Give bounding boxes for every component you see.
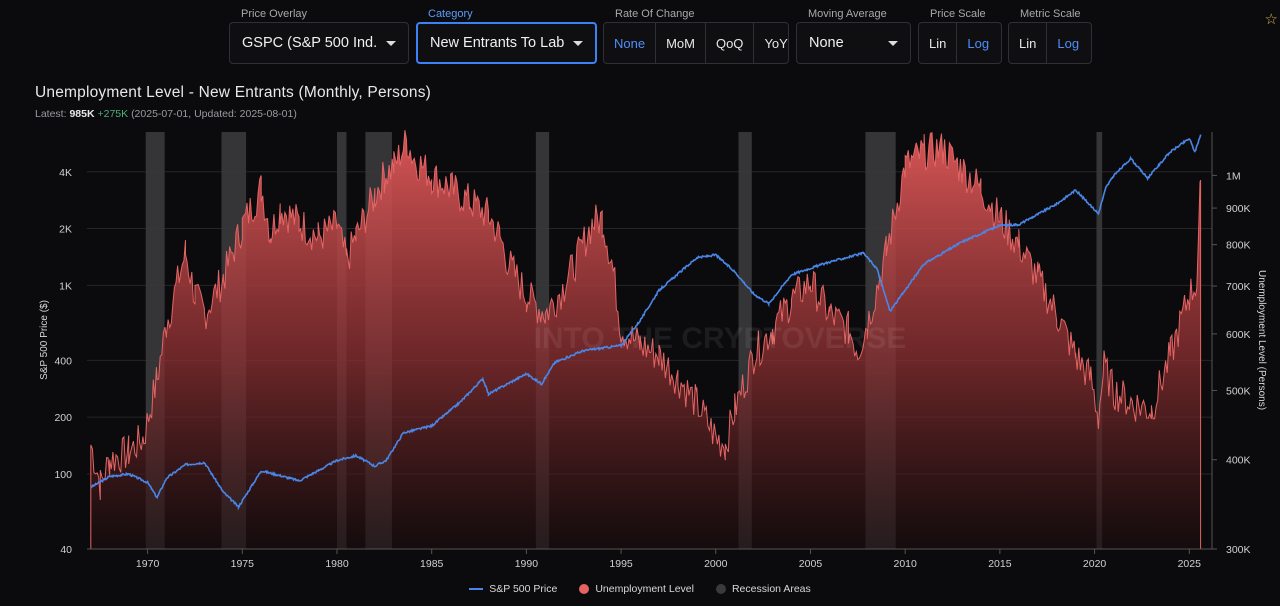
- legend-label: Unemployment Level: [595, 583, 694, 595]
- chart-title: Unemployment Level - New Entrants (Month…: [35, 84, 432, 101]
- dot-swatch-icon: [715, 584, 726, 594]
- dot-swatch-icon: [579, 584, 590, 594]
- price-scale-log[interactable]: Log: [967, 35, 990, 51]
- price-overlay-value: GSPC (S&P 500 Ind...: [242, 35, 378, 51]
- metric-scale-log[interactable]: Log: [1057, 35, 1080, 51]
- y-right-tick-label: 900K: [1226, 203, 1251, 215]
- chevron-down-icon: [888, 40, 898, 46]
- price-scale-lin[interactable]: Lin: [919, 23, 958, 63]
- star-icon[interactable]: ☆: [1264, 11, 1278, 28]
- y-right-tick-label: 300K: [1226, 544, 1251, 556]
- category-control: Category New Entrants To Labo: [416, 7, 597, 64]
- y-right-tick-label: 500K: [1226, 385, 1251, 397]
- y-left-tick-label: 400: [54, 355, 72, 367]
- line-swatch-icon: [469, 588, 484, 590]
- legend-item-unemployment[interactable]: Unemployment Level: [579, 583, 694, 595]
- recession-band: [1096, 132, 1103, 549]
- price-overlay-select[interactable]: GSPC (S&P 500 Ind...: [229, 22, 409, 64]
- x-tick-label: 2025: [1178, 558, 1202, 570]
- y-left-tick-label: 2K: [59, 224, 72, 236]
- latest-meta: (2025-07-01, Updated: 2025-08-01): [131, 108, 297, 120]
- sp500-line: [90, 134, 1202, 511]
- legend: S&P 500 Price Unemployment Level Recessi…: [0, 583, 1280, 595]
- metric-scale-control: Metric Scale Lin Log: [1008, 7, 1092, 64]
- unemployment-area: [90, 130, 1202, 550]
- y-left-axis-label: S&P 500 Price ($): [39, 300, 50, 380]
- axes: 40 100 200 400 1K 2K 4K 300K 400K 500K 600K 700K 800…: [54, 132, 1251, 570]
- category-label: Category: [428, 8, 473, 20]
- price-scale-label: Price Scale: [930, 8, 986, 20]
- y-right-axis-label: Unemployment Level (Persons): [1256, 270, 1267, 410]
- chevron-down-icon: [386, 40, 396, 46]
- x-tick-label: 1985: [420, 558, 444, 570]
- rate-of-change-label: Rate Of Change: [615, 8, 695, 20]
- unemployment-area-path: [90, 130, 1202, 550]
- y-right-tick-label: 400K: [1226, 455, 1251, 467]
- metric-scale-group: Lin Log: [1008, 22, 1092, 64]
- legend-label: S&P 500 Price: [489, 583, 558, 595]
- roc-option-qoq[interactable]: QoQ: [706, 23, 755, 63]
- category-select[interactable]: New Entrants To Labo: [416, 22, 597, 64]
- y-right-tick-label: 1M: [1226, 170, 1241, 182]
- y-left-tick-label: 1K: [59, 280, 72, 292]
- price-overlay-label: Price Overlay: [241, 8, 308, 20]
- chevron-down-icon: [573, 40, 583, 46]
- x-tick-label: 1995: [609, 558, 633, 570]
- moving-average-select[interactable]: None: [796, 22, 911, 64]
- price-scale-group: Lin Log: [918, 22, 1002, 64]
- legend-label: Recession Areas: [731, 583, 811, 595]
- moving-average-value: None: [809, 35, 844, 51]
- roc-option-none[interactable]: None: [604, 23, 657, 63]
- x-tick-label: 1970: [136, 558, 160, 570]
- x-tick-label: 2010: [894, 558, 918, 570]
- price-scale-control: Price Scale Lin Log: [918, 7, 1002, 64]
- legend-item-recession[interactable]: Recession Areas: [715, 583, 811, 595]
- legend-item-price[interactable]: S&P 500 Price: [469, 583, 557, 595]
- moving-average-label: Moving Average: [808, 8, 887, 20]
- sp500-line-path: [90, 134, 1202, 511]
- price-overlay-control: Price Overlay GSPC (S&P 500 Ind...: [229, 7, 409, 64]
- latest-info: Latest: 985K +275K (2025-07-01, Updated:…: [35, 108, 297, 120]
- x-tick-label: 2000: [704, 558, 728, 570]
- rate-of-change-control: Rate Of Change None MoM QoQ YoY: [603, 7, 789, 64]
- rate-of-change-group: None MoM QoQ YoY: [603, 22, 789, 64]
- category-value: New Entrants To Labo: [430, 35, 565, 51]
- moving-average-control: Moving Average None: [796, 7, 911, 64]
- y-right-tick-label: 800K: [1226, 240, 1251, 252]
- x-tick-label: 1975: [231, 558, 255, 570]
- x-tick-label: 2015: [988, 558, 1012, 570]
- x-tick-label: 2020: [1083, 558, 1107, 570]
- y-left-tick-label: 40: [60, 544, 72, 556]
- x-tick-label: 1980: [325, 558, 349, 570]
- roc-option-yoy[interactable]: YoY: [764, 35, 788, 51]
- y-left-tick-label: 4K: [59, 167, 72, 179]
- x-tick-label: 2005: [799, 558, 823, 570]
- latest-value: 985K: [69, 108, 95, 120]
- metric-scale-lin[interactable]: Lin: [1009, 23, 1048, 63]
- y-left-tick-label: 100: [54, 469, 72, 481]
- y-left-tick-label: 200: [54, 412, 72, 424]
- y-right-tick-label: 600K: [1226, 329, 1251, 341]
- y-right-tick-label: 700K: [1226, 281, 1251, 293]
- latest-label: Latest:: [35, 108, 67, 120]
- roc-option-mom[interactable]: MoM: [656, 23, 706, 63]
- latest-change: +275K: [97, 108, 129, 120]
- x-tick-label: 1990: [515, 558, 539, 570]
- metric-scale-label: Metric Scale: [1020, 8, 1081, 20]
